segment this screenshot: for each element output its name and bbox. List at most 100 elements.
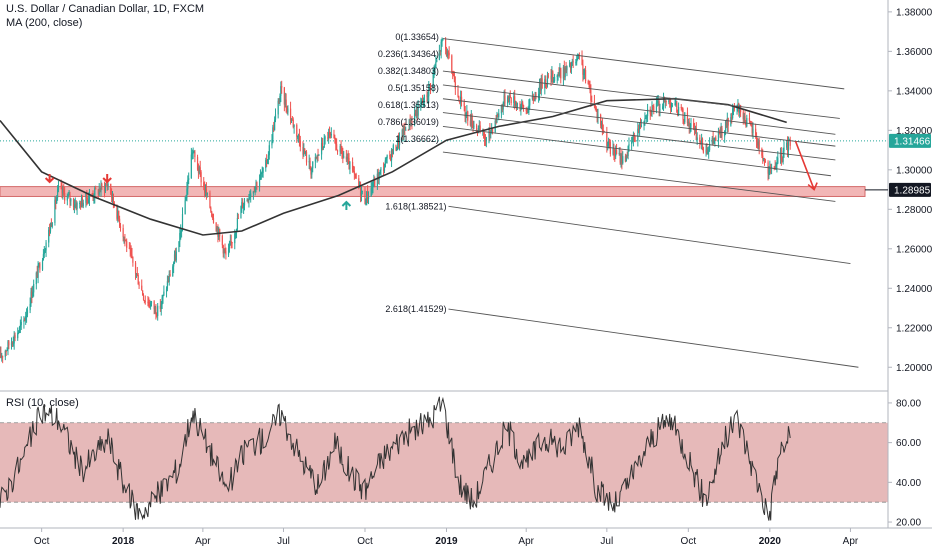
candle — [197, 163, 200, 179]
candle — [215, 222, 217, 232]
candle-body — [124, 236, 126, 240]
candle — [297, 133, 300, 143]
candle-body — [199, 167, 201, 173]
candle — [762, 149, 764, 164]
candle — [525, 106, 527, 115]
candle — [290, 118, 293, 124]
candle — [569, 62, 572, 73]
candle-body — [374, 179, 376, 186]
candle-body — [638, 128, 640, 130]
candle-body — [600, 122, 603, 126]
candle — [535, 91, 537, 100]
ma-indicator-label[interactable]: MA (200, close) — [6, 17, 83, 29]
candle — [334, 134, 336, 144]
candle — [311, 167, 313, 179]
candle — [552, 70, 554, 85]
candle-body — [634, 140, 636, 142]
candle-body — [175, 251, 177, 261]
candle-body — [420, 102, 422, 105]
candle — [594, 105, 596, 111]
candle-body — [409, 119, 411, 126]
candle — [656, 95, 658, 107]
candle — [707, 147, 709, 155]
fib-extension-label: 2.618(1.41529) — [385, 304, 446, 314]
candle-body — [758, 141, 760, 149]
candle-body — [426, 94, 428, 98]
candle — [318, 154, 320, 156]
candle-body — [452, 75, 455, 77]
candle-body — [371, 187, 373, 189]
candle-body — [439, 50, 441, 52]
candle-body — [365, 203, 367, 205]
candle-body — [507, 97, 510, 102]
candle — [588, 80, 590, 90]
candle-body — [131, 254, 133, 257]
candle-body — [81, 198, 83, 207]
candle-body — [367, 191, 369, 199]
candle-body — [241, 202, 243, 207]
candle-body — [132, 256, 134, 263]
candle-body — [348, 158, 350, 170]
candle-body — [491, 128, 494, 133]
candle-body — [485, 137, 487, 141]
candle-body — [657, 101, 659, 103]
candle-body — [429, 84, 432, 88]
candle-body — [142, 295, 145, 301]
candle — [576, 54, 578, 66]
candle — [224, 243, 226, 254]
candle-body — [38, 263, 40, 265]
candle — [451, 54, 453, 74]
candle-body — [280, 86, 282, 96]
candle — [33, 279, 35, 297]
candle — [259, 169, 262, 180]
candle — [446, 48, 448, 59]
candle — [274, 108, 277, 123]
candle-body — [584, 69, 587, 82]
candle — [280, 81, 282, 103]
candle-body — [786, 143, 789, 152]
candle-body — [445, 39, 447, 49]
candle — [25, 311, 27, 325]
candle-body — [335, 138, 337, 145]
candle-body — [278, 100, 280, 104]
candle-body — [291, 119, 293, 121]
candle — [191, 149, 193, 160]
candle — [421, 94, 424, 104]
candle-body — [222, 245, 224, 254]
candle-body — [453, 75, 456, 83]
candle-body — [448, 52, 450, 56]
candle — [756, 137, 759, 149]
candle — [600, 113, 602, 129]
candle-body — [701, 138, 704, 148]
candle-body — [6, 349, 8, 351]
candle-body — [446, 51, 448, 57]
candle — [163, 285, 165, 297]
candle — [297, 135, 299, 140]
candle — [396, 146, 398, 152]
candle-body — [37, 264, 39, 278]
candle-body — [180, 230, 182, 234]
ma-200-line — [0, 97, 787, 236]
candle-body — [377, 173, 379, 180]
rsi-indicator-label[interactable]: RSI (10, close) — [6, 397, 79, 409]
candle-body — [50, 224, 52, 227]
candle — [452, 70, 455, 77]
candle — [789, 136, 791, 150]
candle-body — [336, 150, 339, 152]
candle — [771, 163, 773, 175]
candle — [551, 66, 553, 83]
candle-body — [229, 241, 231, 246]
candle-body — [608, 141, 611, 143]
candle-body — [296, 124, 298, 137]
support-zone — [0, 186, 866, 197]
x-tick-label: Apr — [843, 536, 859, 547]
candle-body — [261, 172, 263, 174]
candle — [80, 200, 82, 210]
symbol-title[interactable]: U.S. Dollar / Canadian Dollar, 1D, FXCM — [6, 3, 205, 15]
candle — [662, 92, 665, 111]
candle-body — [498, 113, 500, 118]
candle-body — [473, 125, 475, 128]
candle — [677, 109, 679, 117]
candle — [41, 257, 44, 271]
